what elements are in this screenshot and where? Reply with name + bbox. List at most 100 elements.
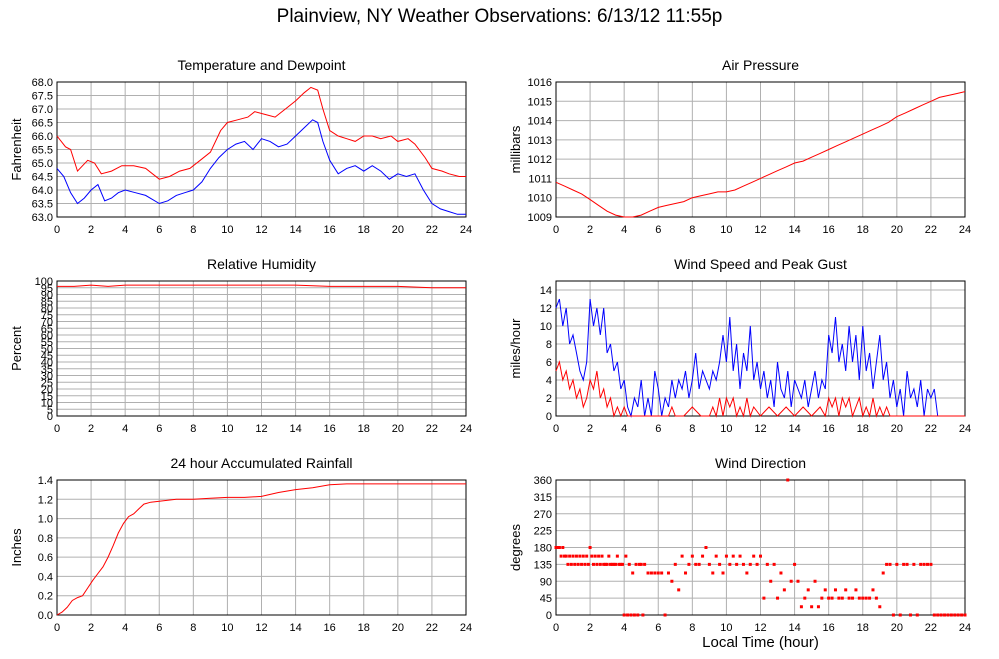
y-tick-label: 1012 bbox=[528, 154, 552, 166]
series-line-0 bbox=[555, 91, 966, 218]
x-tick-label: 4 bbox=[122, 224, 128, 236]
y-tick-label: 1.0 bbox=[38, 514, 53, 526]
scatter-point bbox=[585, 554, 589, 558]
scatter-point bbox=[564, 554, 568, 558]
scatter-point bbox=[881, 571, 885, 575]
scatter-point bbox=[810, 605, 814, 609]
scatter-point bbox=[588, 546, 592, 549]
x-tick-label: 22 bbox=[426, 224, 438, 236]
scatter-point bbox=[561, 546, 565, 549]
scatter-point bbox=[956, 613, 960, 617]
x-tick-label: 14 bbox=[289, 423, 301, 435]
scatter-point bbox=[590, 554, 594, 558]
x-tick-label: 2 bbox=[587, 622, 593, 634]
scatter-point bbox=[799, 605, 803, 609]
scatter-point bbox=[638, 562, 642, 566]
x-tick-label: 12 bbox=[255, 423, 267, 435]
x-tick-label: 2 bbox=[88, 224, 94, 236]
y-axis-label: degrees bbox=[508, 524, 523, 571]
x-tick-label: 6 bbox=[156, 423, 162, 435]
scatter-point bbox=[796, 579, 800, 583]
x-tick-label: 16 bbox=[324, 423, 336, 435]
scatter-point bbox=[823, 588, 827, 592]
y-tick-label: 65 bbox=[41, 323, 53, 335]
scatter-point bbox=[714, 554, 718, 558]
x-tick-label: 20 bbox=[392, 622, 404, 634]
scatter-point bbox=[762, 596, 766, 600]
scatter-point bbox=[670, 579, 674, 583]
y-tick-label: 5 bbox=[47, 404, 53, 416]
y-tick-label: 315 bbox=[534, 492, 552, 504]
x-tick-label: 18 bbox=[857, 423, 869, 435]
scatter-point bbox=[656, 571, 660, 575]
scatter-point bbox=[806, 588, 810, 592]
scatter-point bbox=[580, 562, 584, 566]
scatter-point bbox=[953, 613, 957, 617]
scatter-point bbox=[939, 613, 943, 617]
scatter-point bbox=[641, 613, 645, 617]
x-tick-label: 12 bbox=[255, 224, 267, 236]
scatter-point bbox=[711, 571, 715, 575]
scatter-point bbox=[912, 562, 916, 566]
scatter-point bbox=[620, 562, 624, 566]
scatter-point bbox=[847, 596, 851, 600]
y-axis-label: Fahrenheit bbox=[9, 118, 24, 181]
x-tick-label: 8 bbox=[689, 423, 695, 435]
chart-title: Wind Direction bbox=[715, 455, 806, 471]
y-tick-label: 66.0 bbox=[32, 131, 53, 143]
x-tick-label: 14 bbox=[289, 622, 301, 634]
y-tick-label: 8 bbox=[546, 339, 552, 351]
y-tick-label: 270 bbox=[534, 509, 552, 521]
scatter-point bbox=[741, 562, 745, 566]
x-tick-label: 24 bbox=[959, 423, 971, 435]
scatter-point bbox=[595, 562, 599, 566]
y-tick-label: 45 bbox=[540, 593, 552, 605]
scatter-point bbox=[908, 613, 912, 617]
y-tick-label: 1.2 bbox=[38, 494, 53, 506]
y-tick-label: 0.8 bbox=[38, 533, 53, 545]
x-tick-label: 18 bbox=[358, 622, 370, 634]
scatter-point bbox=[612, 562, 616, 566]
y-tick-label: 68.0 bbox=[32, 77, 53, 89]
scatter-point bbox=[653, 571, 657, 575]
scatter-point bbox=[619, 562, 623, 566]
y-tick-label: 66.5 bbox=[32, 118, 53, 130]
scatter-point bbox=[614, 562, 618, 566]
y-tick-label: 1014 bbox=[528, 116, 552, 128]
y-tick-label: 80 bbox=[41, 303, 53, 315]
scatter-point bbox=[602, 562, 606, 566]
x-tick-label: 4 bbox=[122, 622, 128, 634]
x-tick-label: 12 bbox=[754, 224, 766, 236]
x-tick-label: 16 bbox=[324, 622, 336, 634]
y-tick-label: 67.5 bbox=[32, 91, 53, 103]
scatter-point bbox=[603, 562, 607, 566]
y-tick-label: 225 bbox=[534, 526, 552, 538]
scatter-point bbox=[861, 596, 865, 600]
x-tick-label: 24 bbox=[959, 622, 971, 634]
scatter-point bbox=[610, 562, 614, 566]
scatter-point bbox=[660, 571, 664, 575]
scatter-point bbox=[624, 554, 628, 558]
scatter-point bbox=[605, 562, 609, 566]
x-axis-label: Local Time (hour) bbox=[702, 634, 819, 651]
y-tick-label: 2 bbox=[546, 393, 552, 405]
x-tick-label: 14 bbox=[788, 423, 800, 435]
x-tick-label: 20 bbox=[891, 423, 903, 435]
scatter-point bbox=[622, 613, 626, 617]
scatter-point bbox=[902, 562, 906, 566]
series-line-0 bbox=[56, 86, 466, 180]
scatter-point bbox=[915, 613, 919, 617]
scatter-point bbox=[820, 596, 824, 600]
x-tick-label: 12 bbox=[754, 622, 766, 634]
series-line-1 bbox=[555, 360, 965, 418]
x-tick-label: 4 bbox=[621, 224, 627, 236]
x-tick-label: 8 bbox=[190, 622, 196, 634]
scatter-point bbox=[718, 562, 722, 566]
y-tick-label: 4 bbox=[546, 375, 552, 387]
y-tick-label: 63.0 bbox=[32, 212, 53, 224]
x-tick-label: 6 bbox=[156, 622, 162, 634]
y-tick-label: 30 bbox=[41, 371, 53, 383]
